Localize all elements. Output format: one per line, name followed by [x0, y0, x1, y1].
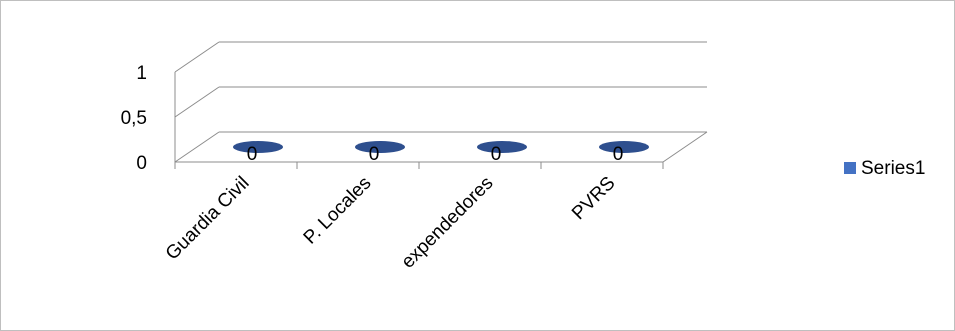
floor-right-edge	[662, 131, 708, 163]
y-tick-label: 1	[136, 63, 147, 84]
x-tick-label: P. Locales	[300, 173, 376, 249]
y-tick-label: 0,5	[121, 108, 147, 129]
y-tick-label: 0	[136, 153, 147, 174]
bar	[355, 141, 405, 153]
gridline-depth	[174, 41, 220, 73]
x-tick-label: expendedores	[398, 173, 498, 273]
bar	[233, 141, 283, 153]
bar	[477, 141, 527, 153]
legend: Series1	[844, 158, 925, 179]
data-label: 0	[613, 144, 624, 165]
data-labels: 0 0 0 0	[247, 144, 624, 165]
x-tick-label: PVRS	[568, 173, 619, 224]
legend-label-series1: Series1	[861, 158, 925, 179]
gridline-depth	[174, 86, 220, 118]
data-label: 0	[247, 144, 258, 165]
y-axis-ticks: 00,51	[121, 63, 147, 174]
gridline-depth	[174, 131, 220, 163]
x-axis-categories: Guardia Civil P. Locales expendedores PVRS	[162, 173, 620, 273]
chart-grid	[174, 41, 708, 169]
bar	[599, 141, 649, 153]
data-label: 0	[491, 144, 502, 165]
chart-bars	[233, 141, 649, 153]
x-tick-label: Guardia Civil	[162, 173, 254, 265]
data-label: 0	[369, 144, 380, 165]
legend-swatch-series1	[844, 162, 856, 174]
